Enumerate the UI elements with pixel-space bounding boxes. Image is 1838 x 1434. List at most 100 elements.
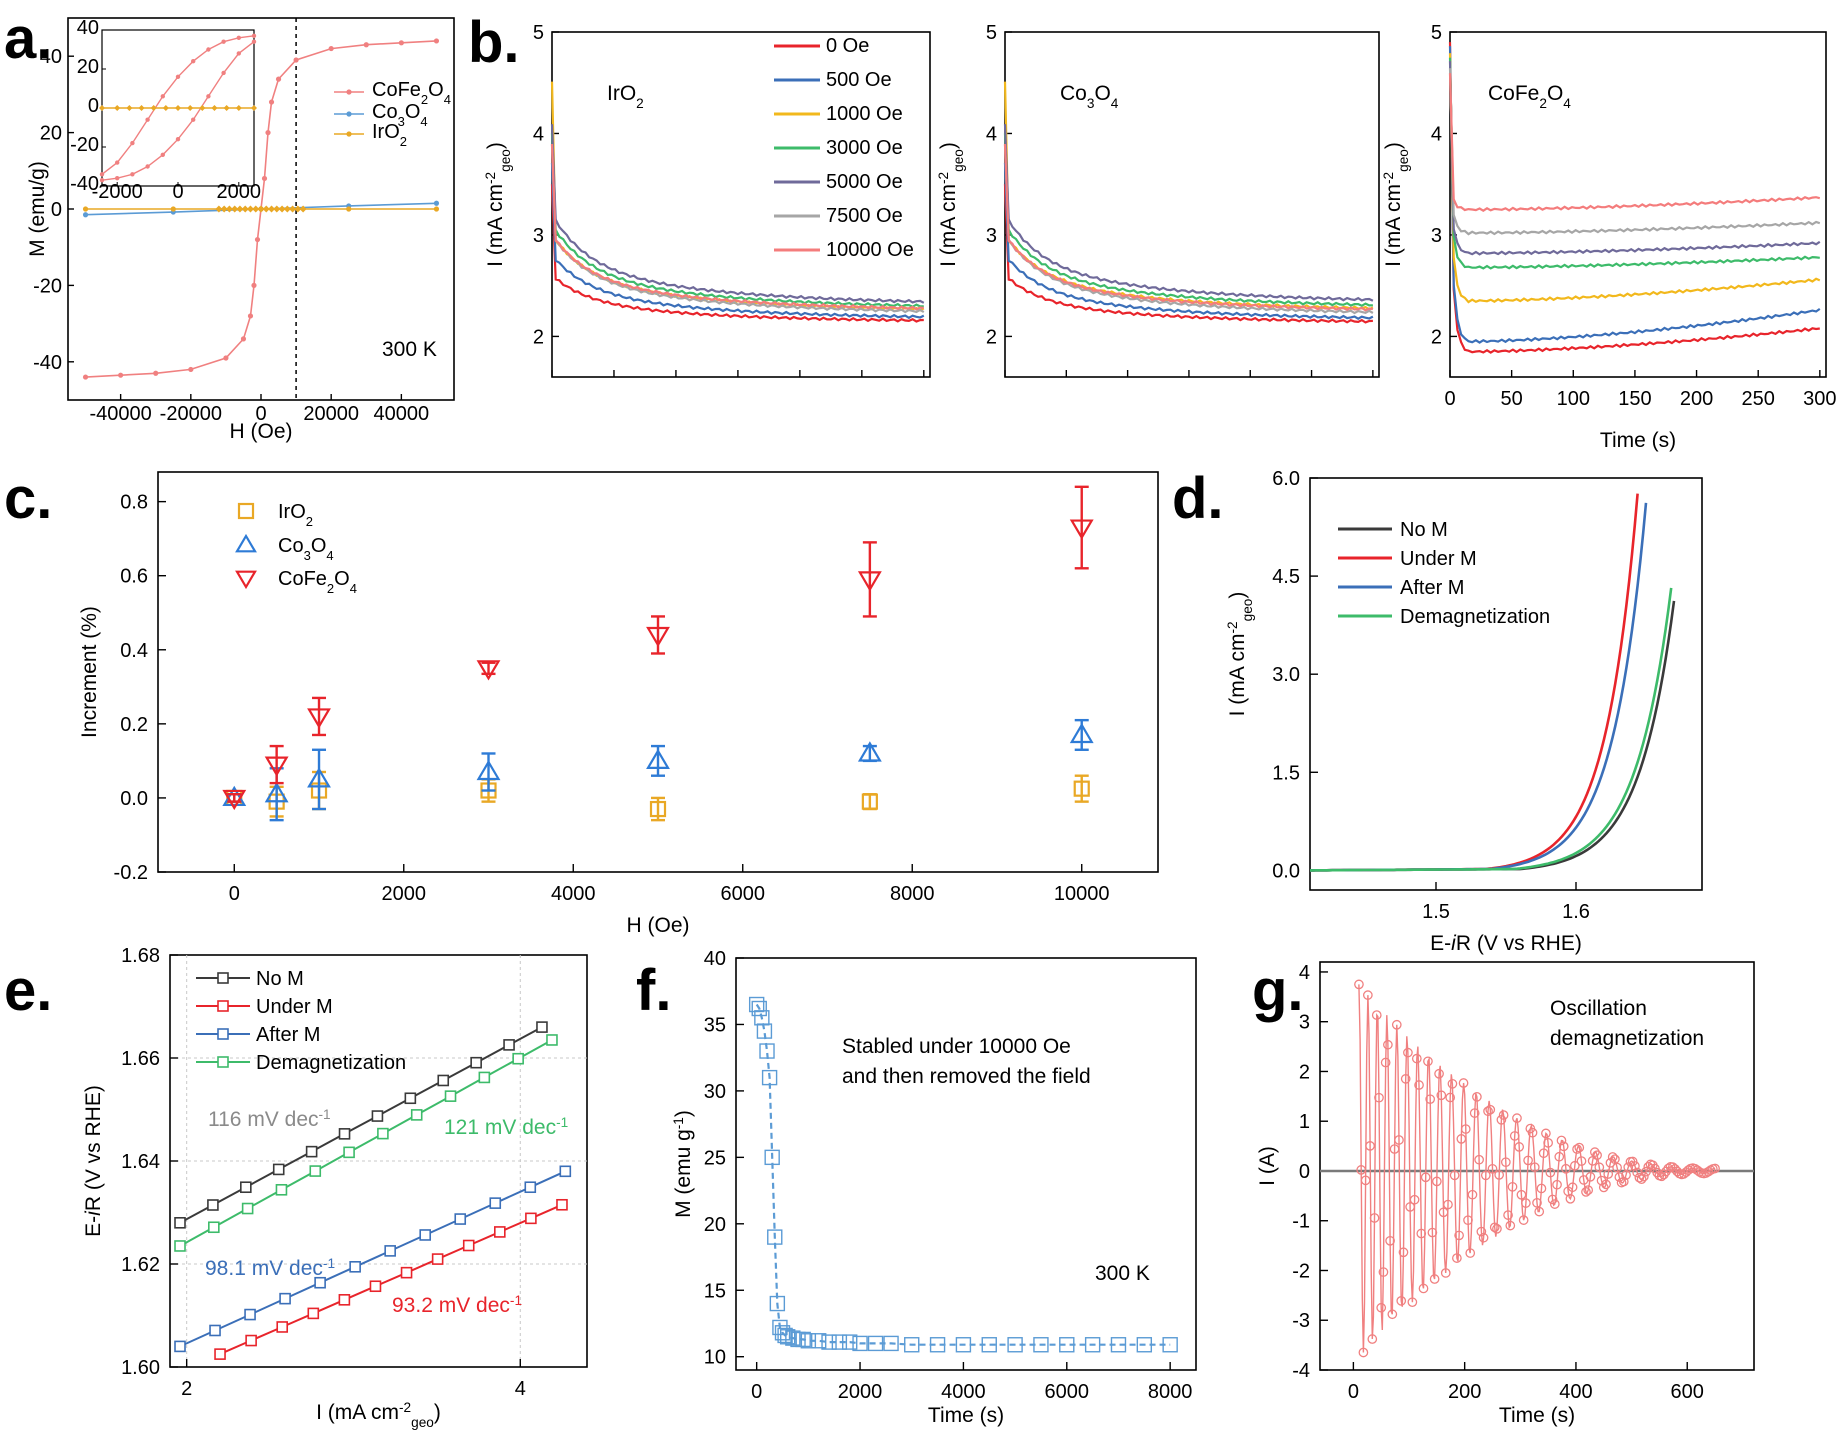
- inset-point: [150, 105, 157, 111]
- label-part: -2: [483, 172, 498, 184]
- inset-point: [99, 177, 105, 183]
- data-point: [1592, 1150, 1602, 1161]
- inset-point: [223, 105, 230, 111]
- data-point: [265, 130, 271, 136]
- data-point: [1073, 780, 1090, 797]
- data-point: [1033, 1337, 1049, 1353]
- inset-point: [175, 74, 181, 80]
- inset-point: [191, 59, 196, 64]
- label-part: 2: [1539, 96, 1547, 111]
- data-point: [842, 1334, 858, 1350]
- legend-marker: [235, 533, 257, 553]
- data-point: [1538, 1148, 1549, 1159]
- series-Demagnetization: [1310, 587, 1673, 872]
- legend-entry: CoFe2O4: [278, 568, 357, 596]
- label-part: Co: [1060, 82, 1087, 105]
- data-point: [1458, 1078, 1469, 1088]
- data-point: [251, 282, 257, 288]
- series-0-Oe: [550, 184, 924, 323]
- label-part: 121 mV dec: [444, 1116, 556, 1139]
- data-point: [857, 571, 882, 592]
- data-point: [556, 1198, 568, 1211]
- data-point: [246, 205, 254, 213]
- data-point: [1552, 1179, 1562, 1190]
- data-point: [1636, 1174, 1647, 1185]
- data-point: [1380, 1057, 1391, 1068]
- data-point: [236, 205, 244, 213]
- data-point: [118, 372, 124, 378]
- data-point: [82, 374, 89, 380]
- y-tick-label: 0.6: [120, 566, 148, 588]
- y-tick-label: 4.5: [1272, 566, 1300, 588]
- data-point: [377, 1127, 389, 1140]
- data-point: [1463, 1215, 1473, 1226]
- data-point: [1503, 1210, 1513, 1220]
- plot-frame-c: [157, 471, 1159, 873]
- data-point: [82, 212, 89, 218]
- label-part: ): [484, 142, 507, 149]
- plot-frame-g: [1319, 961, 1755, 1371]
- x-tick-label: 0: [1348, 1381, 1359, 1403]
- inset-point: [160, 94, 165, 99]
- data-point: [1440, 1268, 1451, 1278]
- x-tick-label: 50: [1501, 388, 1523, 410]
- y-tick-label: 5: [1431, 22, 1442, 44]
- x-tick-label: 1.5: [1422, 901, 1450, 923]
- inset-point: [99, 105, 105, 111]
- y-tick-label: 1.64: [121, 1151, 160, 1173]
- label-part: ): [937, 142, 960, 149]
- data-point: [774, 1325, 791, 1341]
- series-500-Oe: [550, 162, 925, 320]
- inset-y-tick-label: 20: [77, 56, 99, 78]
- series-5000-Oe: [1003, 124, 1374, 302]
- series-10000-Oe: [1448, 73, 1821, 212]
- series-500-Oe: [1003, 162, 1374, 320]
- slope-label: 121 mV dec-1: [444, 1115, 568, 1140]
- legend-entry: 10000 Oe: [826, 239, 914, 261]
- data-point: [536, 1021, 548, 1033]
- data-point: [1420, 1172, 1431, 1183]
- plot-frame-d: [1309, 477, 1703, 891]
- x-tick-label: 2000: [382, 883, 427, 905]
- data-point: [275, 76, 282, 82]
- x-tick-label: 300: [1803, 388, 1836, 410]
- y-axis-label: I (mA cm-2geo): [1225, 592, 1255, 717]
- data-point: [1612, 1162, 1622, 1173]
- data-point: [1509, 1131, 1520, 1141]
- data-point: [1521, 1198, 1531, 1208]
- label-part: I (mA cm: [937, 184, 960, 267]
- data-point: [1489, 1222, 1500, 1233]
- legend-entry: CoFe2O4: [372, 79, 451, 107]
- series-10000-Oe: [550, 143, 924, 311]
- data-point: [1429, 1274, 1440, 1284]
- data-point: [1358, 1347, 1369, 1358]
- data-point: [1414, 1080, 1424, 1090]
- data-point: [1454, 1230, 1464, 1241]
- y-axis-label: M (emu/g): [26, 161, 49, 257]
- label-part: 2: [327, 581, 334, 596]
- legend-entry: 500 Oe: [826, 69, 892, 91]
- panel-g: g. 0 200 400 600 -4 -3 -2 -1 0 1 2 3 4 Time (s) I (A) Os…: [1252, 958, 1755, 1427]
- data-point: [1627, 1156, 1638, 1167]
- inset-point: [126, 105, 133, 111]
- data-point: [852, 1335, 868, 1352]
- y-tick-label: 4: [1299, 962, 1310, 984]
- x-tick-label: 40000: [374, 403, 430, 425]
- inset-point: [145, 117, 150, 122]
- data-point: [1643, 1161, 1654, 1172]
- data-point: [1565, 1193, 1576, 1204]
- y-tick-label: 10: [704, 1347, 726, 1369]
- data-point: [305, 1145, 318, 1158]
- label-part: I (mA cm: [316, 1401, 399, 1424]
- data-point: [512, 1052, 524, 1065]
- inset-point: [206, 47, 211, 52]
- x-tick-label: 0: [751, 1381, 762, 1403]
- panel-label-d: d.: [1172, 466, 1224, 531]
- y-tick-label: 4: [533, 123, 544, 145]
- inset-point: [130, 140, 135, 146]
- data-point: [1423, 1056, 1433, 1067]
- y-tick-label: 2: [986, 326, 997, 348]
- legend-marker: [346, 131, 352, 137]
- label-part: i: [1451, 932, 1457, 955]
- label-part: I (mA cm: [1382, 184, 1405, 267]
